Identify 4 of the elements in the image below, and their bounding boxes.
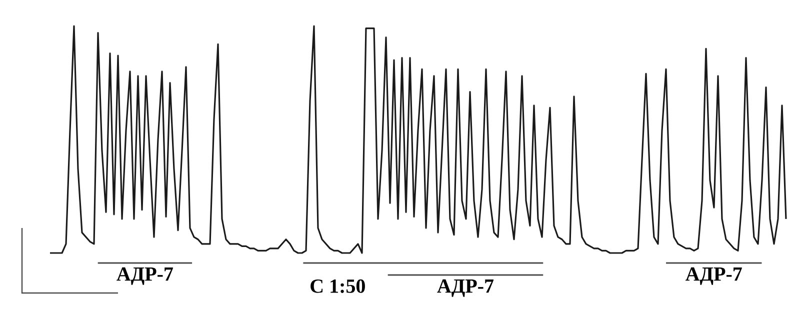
text: АДР-7	[437, 279, 494, 297]
text: АДР-7	[116, 267, 173, 285]
text: АДР-7	[686, 267, 742, 285]
text: C 1:50	[310, 279, 365, 293]
